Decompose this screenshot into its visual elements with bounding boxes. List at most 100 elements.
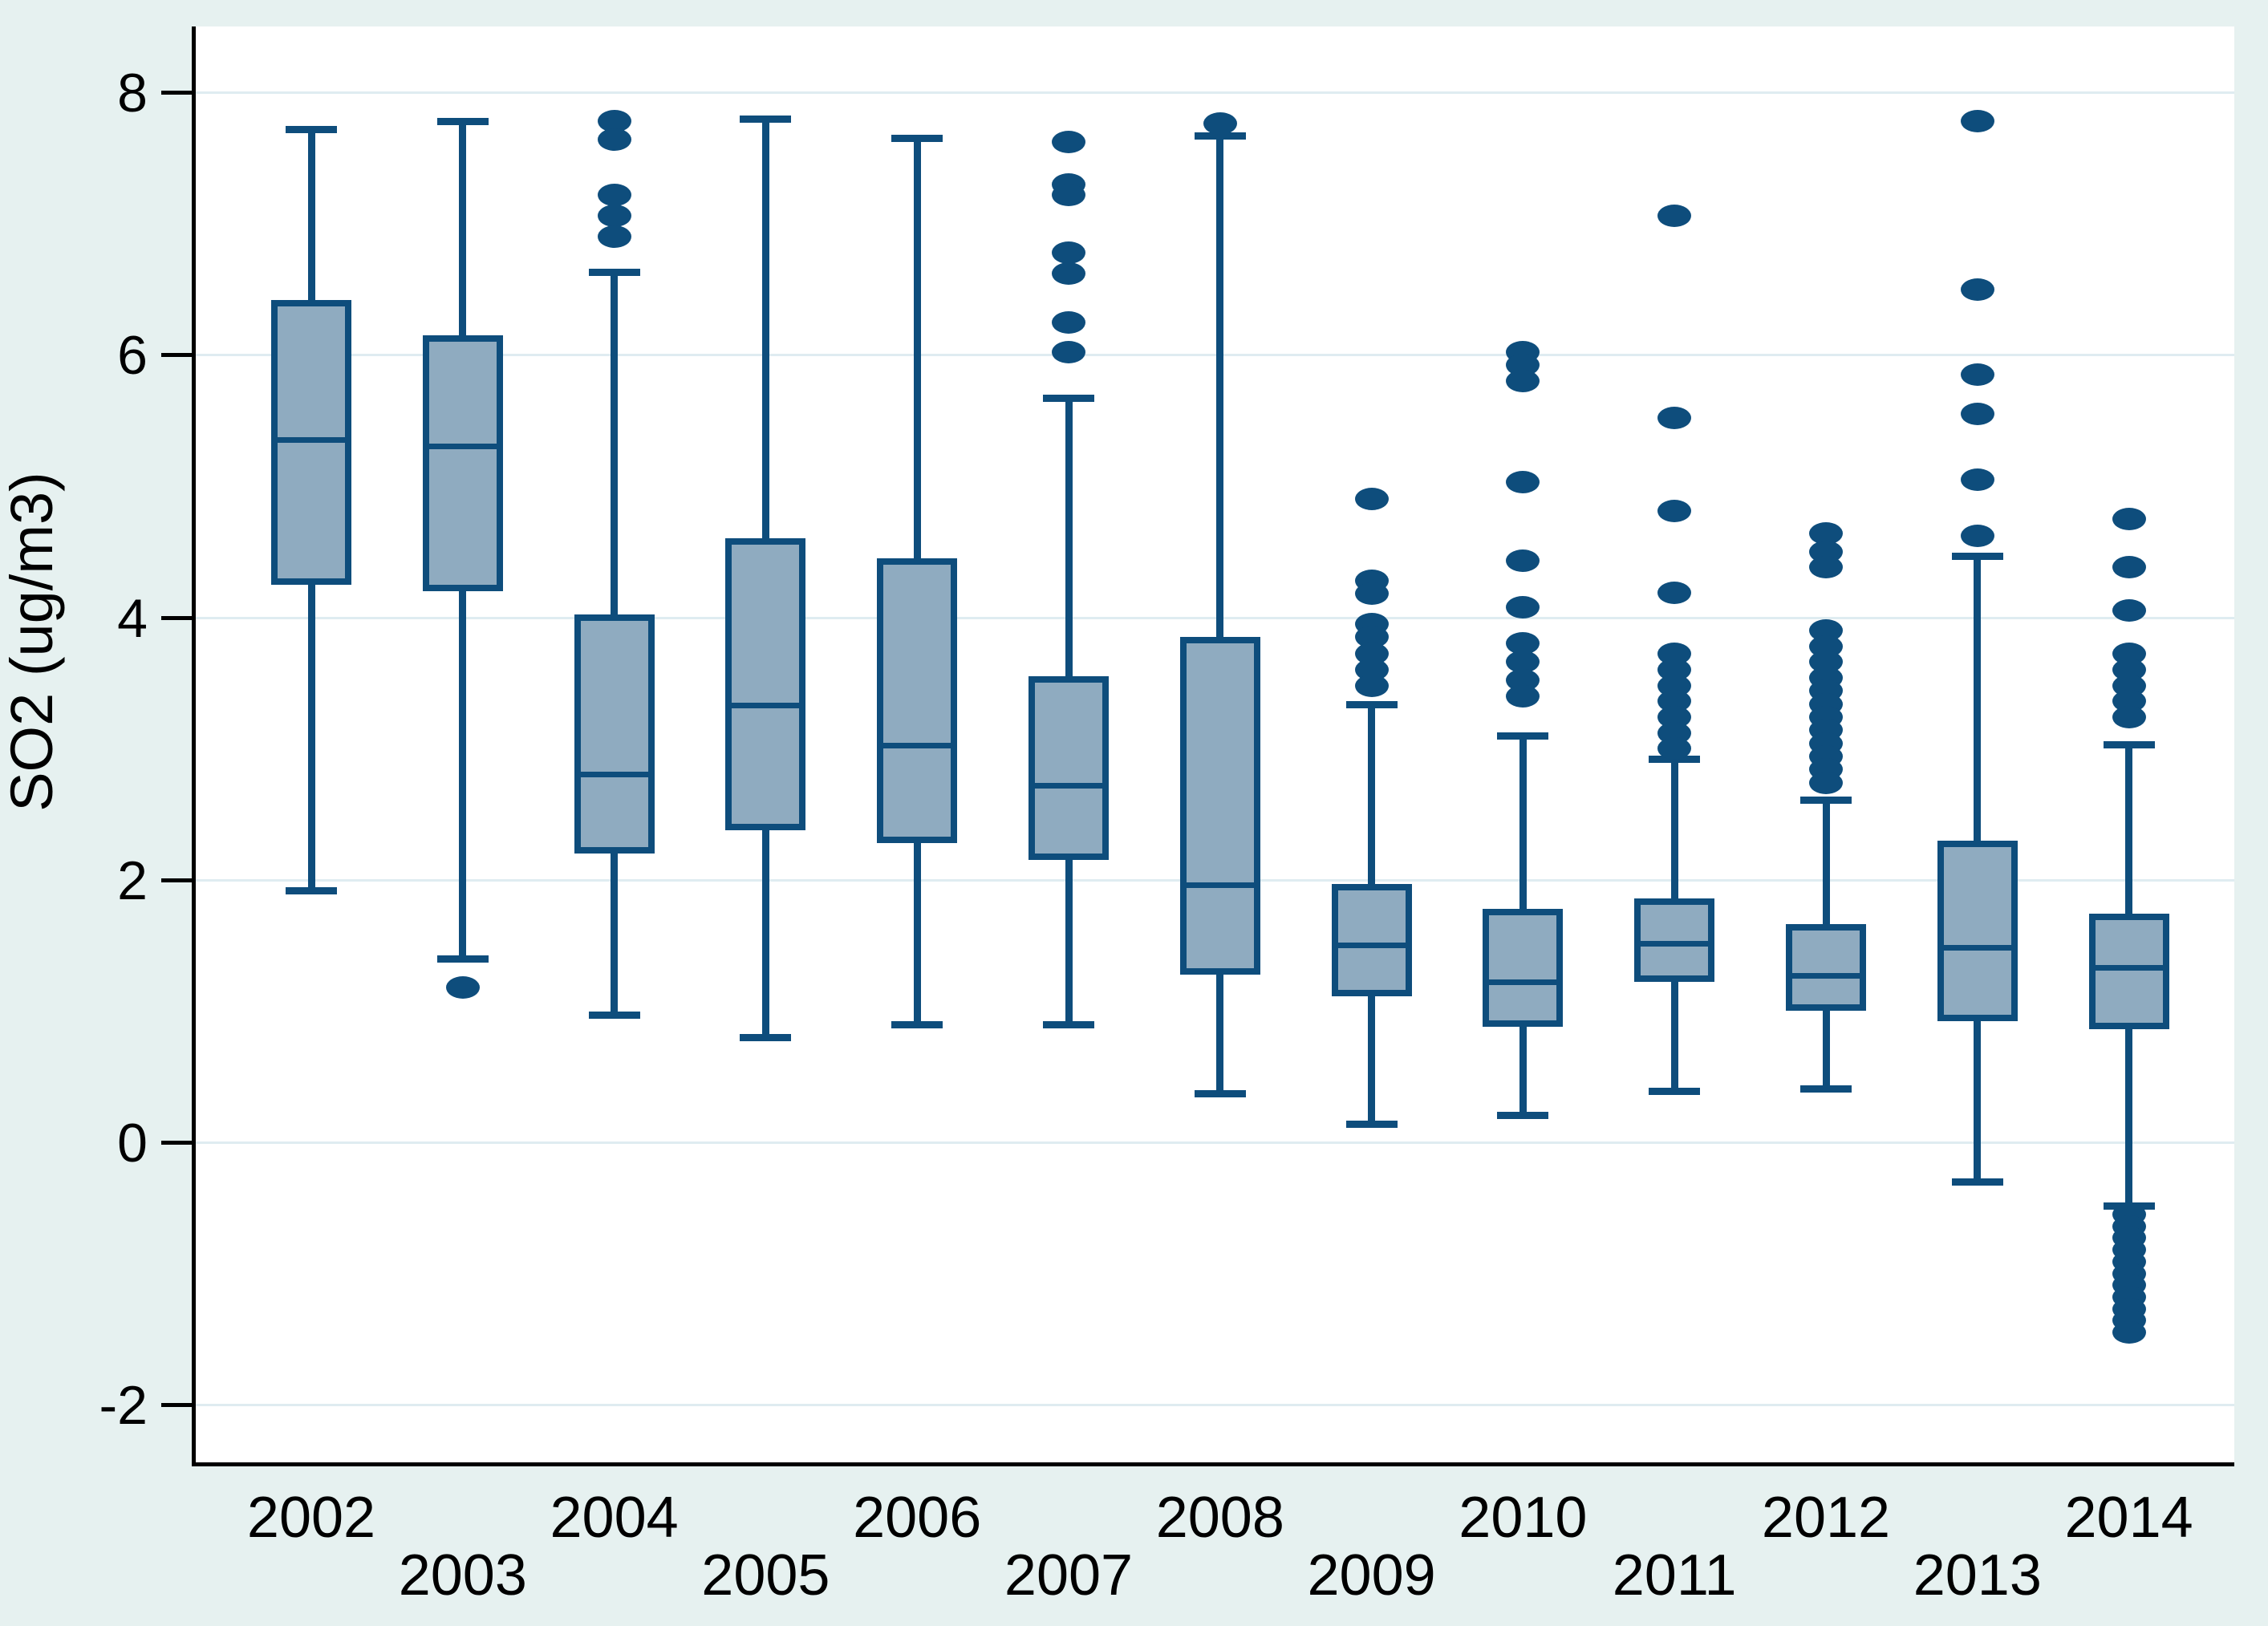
median-line: [1179, 882, 1260, 888]
outlier-dot: [1052, 131, 1085, 154]
outlier-dot: [1506, 595, 1540, 618]
x-label-2002: 2002: [246, 1486, 376, 1550]
lower-whisker: [761, 829, 769, 1038]
y-tick-label-8: 8: [117, 63, 148, 124]
x-label-2011: 2011: [1612, 1543, 1737, 1608]
lower-whisker: [307, 584, 315, 890]
gridline-y-0: [196, 1141, 2234, 1144]
outlier-dot: [1657, 500, 1692, 523]
x-label-2010: 2010: [1459, 1486, 1588, 1550]
outlier-dot: [1506, 471, 1540, 494]
lower-whisker-cap: [436, 955, 489, 963]
y-tick--2: [161, 1403, 192, 1408]
iqr-box: [1331, 883, 1412, 997]
outlier-dot: [2112, 556, 2146, 579]
upper-whisker-cap: [1497, 732, 1549, 740]
gridline-y-8: [196, 91, 2234, 95]
median-line: [1786, 972, 1866, 979]
iqr-box: [1483, 908, 1564, 1028]
lower-whisker-cap: [1497, 1111, 1549, 1119]
y-tick-0: [161, 1141, 192, 1145]
outlier-dot: [1809, 556, 1843, 579]
lower-whisker: [1065, 860, 1073, 1024]
outlier-dot: [1809, 771, 1843, 794]
y-tick-8: [161, 91, 192, 95]
upper-whisker-cap: [891, 135, 943, 143]
outlier-dot: [1960, 363, 1994, 386]
median-line: [271, 437, 351, 444]
upper-whisker-cap: [1345, 700, 1398, 708]
lower-whisker-cap: [286, 886, 337, 894]
upper-whisker: [1368, 704, 1376, 884]
y-tick-label-2: 2: [117, 849, 148, 911]
upper-whisker-cap: [588, 269, 640, 277]
median-line: [1029, 782, 1109, 789]
upper-whisker-cap: [286, 126, 337, 133]
outlier-dot: [2112, 1321, 2146, 1344]
outlier-dot: [1657, 581, 1692, 604]
lower-whisker: [1216, 974, 1224, 1094]
upper-whisker: [1065, 398, 1073, 677]
lower-whisker: [2125, 1029, 2133, 1206]
iqr-box: [2088, 914, 2169, 1030]
upper-whisker-cap: [1951, 552, 2003, 560]
x-label-2013: 2013: [1913, 1543, 2042, 1608]
outlier-dot: [1960, 468, 1994, 491]
upper-whisker: [2125, 744, 2133, 914]
iqr-box: [1634, 898, 1715, 983]
gridline-y-4: [196, 616, 2234, 619]
lower-whisker-cap: [1345, 1121, 1398, 1129]
gridline-y--2: [196, 1404, 2234, 1407]
outlier-dot: [1657, 737, 1692, 760]
iqr-box: [1029, 676, 1109, 861]
outlier-dot: [597, 225, 631, 249]
upper-whisker: [1216, 136, 1224, 638]
lower-whisker: [1519, 1027, 1527, 1115]
upper-whisker: [761, 118, 769, 539]
upper-whisker-cap: [1194, 132, 1246, 140]
outlier-dot: [1960, 525, 1994, 548]
outlier-dot: [1354, 674, 1389, 697]
upper-whisker: [611, 272, 619, 615]
iqr-box: [1786, 924, 1866, 1012]
outlier-dot: [2112, 599, 2146, 622]
iqr-box: [725, 538, 806, 830]
upper-whisker: [459, 121, 467, 335]
iqr-box: [422, 335, 503, 591]
outlier-dot: [1052, 183, 1085, 206]
lower-whisker-cap: [1800, 1085, 1852, 1093]
upper-whisker: [1519, 735, 1527, 909]
median-line: [2088, 964, 2169, 971]
outlier-dot: [597, 204, 631, 227]
median-line: [1634, 941, 1715, 947]
outlier-dot: [1960, 403, 1994, 426]
outlier-dot: [2112, 705, 2146, 728]
lower-whisker: [459, 590, 467, 959]
upper-whisker: [1670, 759, 1678, 898]
outlier-dot: [1052, 341, 1085, 364]
iqr-box: [877, 558, 958, 843]
outlier-dot: [1052, 241, 1085, 264]
median-line: [1937, 945, 2018, 951]
median-line: [877, 743, 958, 749]
lower-whisker: [1974, 1021, 1982, 1182]
lower-whisker-cap: [1043, 1020, 1094, 1028]
lower-whisker: [1670, 982, 1678, 1092]
y-tick-6: [161, 353, 192, 358]
y-tick-label-4: 4: [117, 587, 148, 649]
median-line: [1483, 979, 1564, 985]
outlier-dot: [597, 128, 631, 152]
y-axis-title: SO2 (ug/m3): [0, 472, 65, 812]
x-label-2005: 2005: [701, 1543, 830, 1608]
x-axis-line: [192, 1462, 2234, 1466]
x-label-2008: 2008: [1155, 1486, 1284, 1550]
lower-whisker: [913, 842, 921, 1024]
outlier-dot: [1960, 110, 1994, 133]
outlier-dot: [1506, 549, 1540, 573]
outlier-dot: [1506, 370, 1540, 393]
outlier-dot: [597, 183, 631, 206]
outlier-dot: [1052, 262, 1085, 285]
upper-whisker-cap: [740, 115, 792, 123]
iqr-box: [1937, 840, 2018, 1022]
lower-whisker: [1822, 1011, 1830, 1089]
